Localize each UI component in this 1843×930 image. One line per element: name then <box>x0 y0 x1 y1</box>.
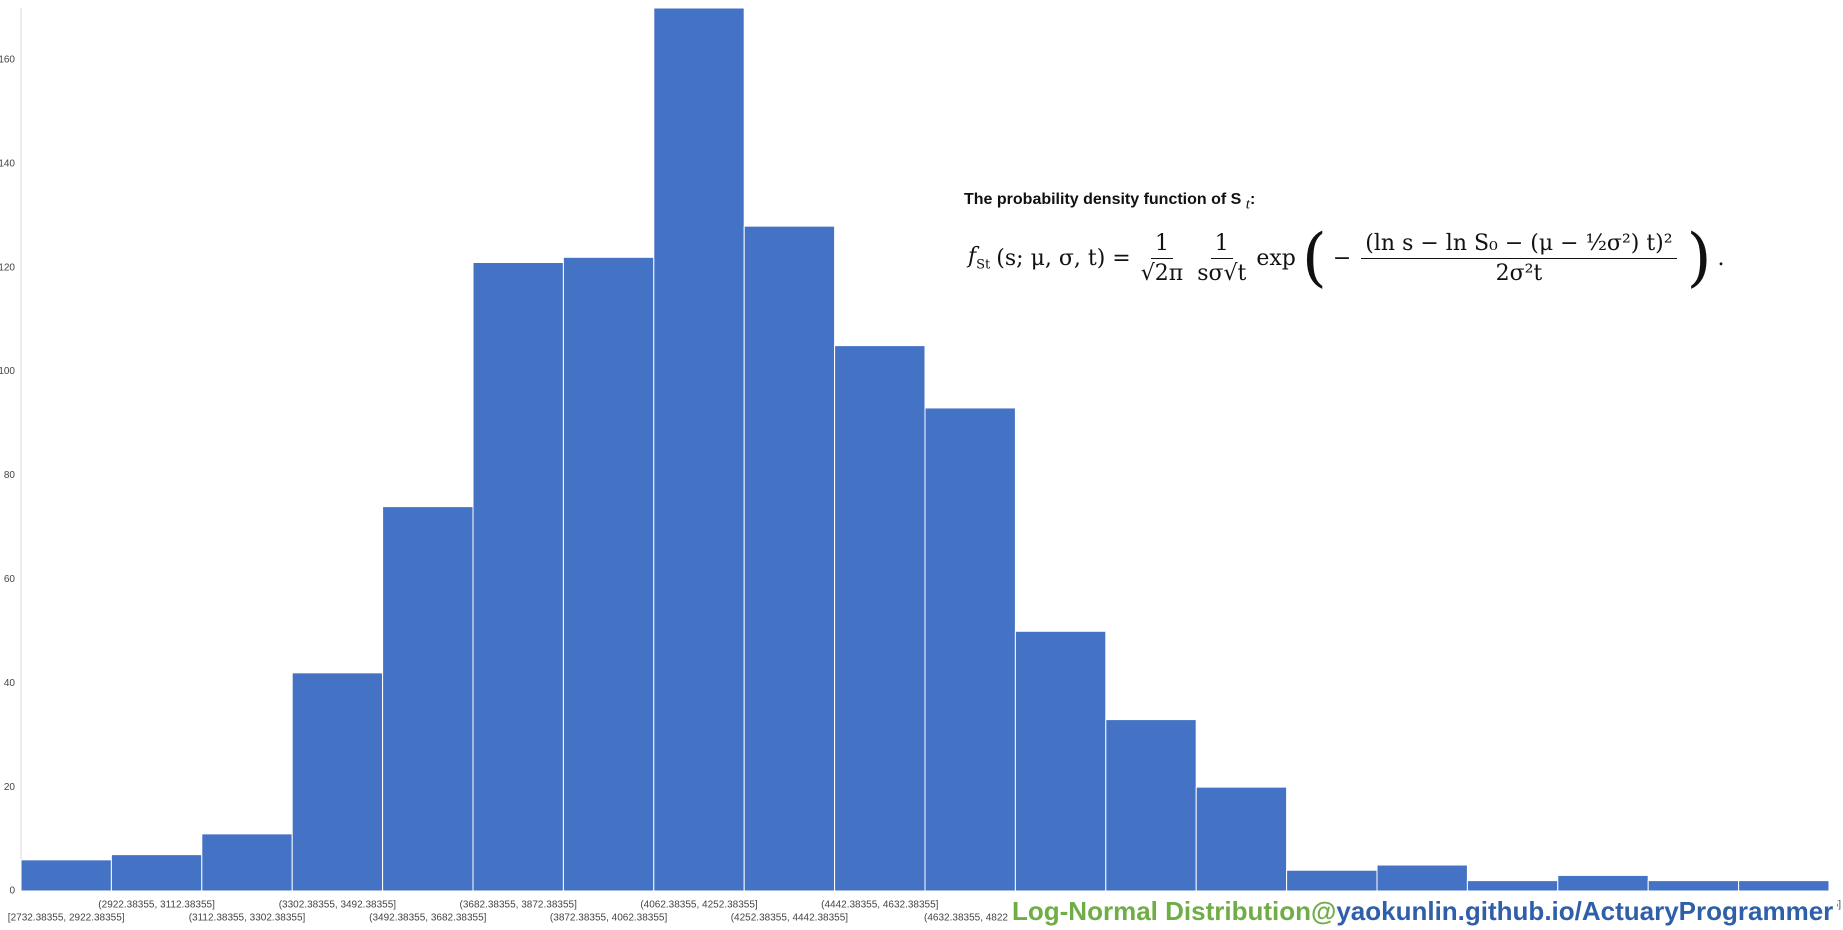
formula-f: f <box>968 243 977 269</box>
annotation-sub: t <box>1245 196 1250 213</box>
bar <box>1105 719 1197 892</box>
x-tick-label: (3302.38355, 3492.38355] <box>279 900 397 911</box>
fraction: 1 sσ√t <box>1197 231 1246 286</box>
formula-exp: exp <box>1256 245 1296 271</box>
y-tick-label: 20 <box>4 782 16 793</box>
bar <box>1466 880 1559 892</box>
bar <box>20 859 112 892</box>
formula-end: . <box>1717 245 1725 271</box>
x-tick-label: (4062.38355, 4252.38355] <box>640 900 758 911</box>
annotation: The probability density function of S t: <box>964 188 1255 214</box>
x-tick-label: [2732.38355, 2922.38355] <box>8 913 125 924</box>
x-tick-label: (3112.38355, 3302.38355] <box>189 913 306 924</box>
bar <box>1195 786 1288 892</box>
watermark-right: yaokunlin.github.io/ActuaryProgrammer <box>1336 896 1834 926</box>
bar <box>1738 880 1830 892</box>
watermark-left: Log-Normal Distribution@ <box>1012 896 1337 926</box>
formula-minus: − <box>1332 245 1352 271</box>
watermark: Log-Normal Distribution@yaokunlin.github… <box>1008 896 1838 927</box>
formula-args: (s; μ, σ, t) = <box>996 245 1131 271</box>
numerator: (ln s − ln S₀ − (μ − ½σ²) t)² <box>1361 231 1677 259</box>
annotation-end: : <box>1249 191 1256 208</box>
formula-sub: St <box>976 257 991 273</box>
denominator: sσ√t <box>1197 260 1247 286</box>
y-tick-label: 140 <box>0 158 15 169</box>
x-tick-label: (3492.38355, 3682.38355] <box>369 913 487 924</box>
bar <box>1286 869 1378 892</box>
bar <box>743 225 836 892</box>
bar <box>1647 880 1740 892</box>
paren: ( <box>1301 221 1327 295</box>
y-tick-label: 40 <box>4 678 16 689</box>
y-tick-label: 60 <box>4 574 16 585</box>
y-tick-label: 80 <box>4 470 16 481</box>
bar <box>834 345 926 892</box>
x-tick-label: (4632.38355, 4822.3 <box>924 913 1017 924</box>
bar <box>562 256 655 892</box>
denominator: 2σ²t <box>1495 260 1543 286</box>
numerator: 1 <box>1210 231 1233 259</box>
fraction: 1 √2π <box>1141 231 1183 286</box>
x-tick-label: (3682.38355, 3872.38355] <box>460 900 578 911</box>
bar <box>1557 874 1649 892</box>
bar <box>924 407 1016 892</box>
denominator: √2π <box>1140 260 1184 286</box>
x-tick-label: (2922.38355, 3112.38355] <box>98 900 215 911</box>
x-tick-label: (4442.38355, 4632.38355] <box>821 900 939 911</box>
fraction: (ln s − ln S₀ − (μ − ½σ²) t)² 2σ²t <box>1361 231 1677 286</box>
bar <box>291 672 384 892</box>
bar <box>472 262 564 892</box>
annotation-text: The probability density function of S <box>964 191 1242 208</box>
bar <box>653 7 745 892</box>
paren: ) <box>1686 221 1712 295</box>
annotation-symbol: t <box>1246 188 1250 213</box>
bar <box>382 506 474 892</box>
numerator: 1 <box>1150 231 1173 259</box>
y-tick-label: 120 <box>0 262 15 273</box>
bar <box>110 854 203 892</box>
bar <box>1014 630 1107 892</box>
x-tick-label: (3872.38355, 4062.38355] <box>550 913 668 924</box>
bar <box>1376 864 1468 892</box>
y-tick-label: 160 <box>0 55 15 66</box>
y-tick-label: 100 <box>0 366 15 377</box>
bar <box>201 833 293 892</box>
formula: fSt (s; μ, σ, t) = 1 √2π 1 sσ√t exp ( − (l… <box>968 226 1725 290</box>
formula-lhs: fSt <box>968 244 990 272</box>
x-tick-label: (4252.38355, 4442.38355] <box>731 913 849 924</box>
y-tick-label: 0 <box>9 886 15 897</box>
